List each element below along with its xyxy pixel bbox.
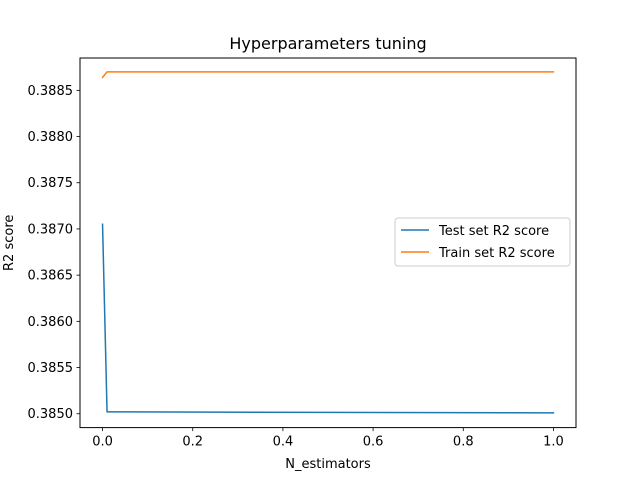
plot-area-frame	[79, 57, 577, 429]
x-tick-label: 0.4	[273, 435, 294, 450]
y-tick-label: 0.3850	[28, 407, 74, 422]
series-line-1	[101, 223, 555, 414]
y-tick-label: 0.3870	[28, 222, 74, 237]
legend-box	[394, 217, 571, 267]
x-tick-label: 0.6	[363, 435, 384, 450]
x-tick-label: 0.8	[453, 435, 474, 450]
legend-label-1: Test set R2 score	[438, 224, 549, 239]
chart-title: Hyperparameters tuning	[229, 34, 426, 53]
y-tick-label: 0.3885	[28, 84, 74, 99]
x-tick-label: 1.0	[543, 435, 564, 450]
series-layer	[101, 71, 555, 414]
legend-label-2: Train set R2 score	[438, 246, 555, 261]
x-tick-label: 0.0	[92, 435, 113, 450]
series-line-2	[101, 71, 555, 79]
y-tick-label: 0.3860	[28, 315, 74, 330]
x-tick-label: 0.2	[182, 435, 203, 450]
y-axis-label: R2 score	[2, 215, 17, 271]
y-tick-label: 0.3855	[28, 361, 74, 376]
legend: Test set R2 score Train set R2 score	[394, 217, 571, 267]
y-tick-label: 0.3880	[28, 130, 74, 145]
y-tick-label: 0.3865	[28, 269, 74, 284]
x-axis-ticks: 0.0 0.2 0.4 0.6 0.8 1.0	[92, 427, 564, 450]
y-tick-label: 0.3875	[28, 176, 74, 191]
y-axis-ticks: 0.3850 0.3855 0.3860 0.3865 0.3870 0.3875 0.38…	[28, 84, 80, 422]
x-axis-label: N_estimators	[285, 457, 371, 472]
